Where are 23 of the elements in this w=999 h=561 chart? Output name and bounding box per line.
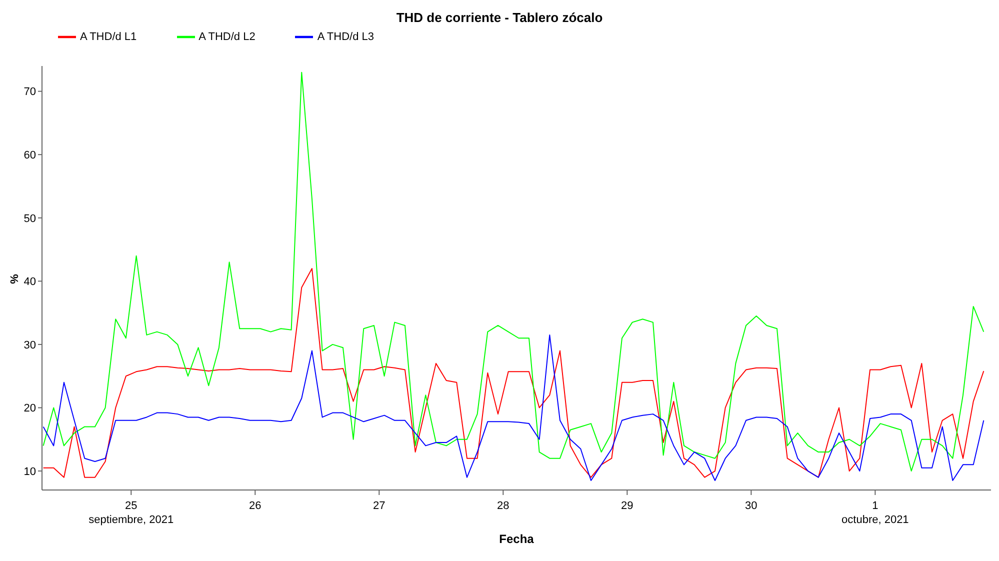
x-tick-label: 30 — [745, 500, 758, 512]
legend-label: A THD/d L2 — [198, 30, 256, 43]
y-axis-title: % — [9, 273, 21, 286]
x-tick-label: 27 — [373, 500, 386, 512]
x-tick-label: 29 — [621, 500, 634, 512]
y-tick-label: 10 — [24, 466, 36, 478]
line-series — [42, 268, 984, 478]
chart-title: THD de corriente - Tablero zócalo — [395, 10, 604, 25]
y-tick-label: 50 — [24, 212, 36, 225]
y-tick-label: 60 — [24, 150, 36, 162]
x-tick-label: 28 — [497, 500, 510, 512]
line-series — [42, 72, 984, 472]
line-series — [42, 334, 984, 482]
x-tick-label: 26 — [249, 500, 262, 512]
y-tick-label: 40 — [24, 276, 36, 288]
y-tick-label: 70 — [24, 86, 36, 98]
legend-label: A THD/d L1 — [80, 30, 137, 43]
y-tick-label: 30 — [24, 339, 36, 352]
x-tick-label: 25 septiembre, 2021 — [88, 500, 174, 526]
y-tick-label: 20 — [24, 402, 36, 415]
x-axis-title: Fecha — [498, 532, 535, 546]
legend-label: A THD/d L3 — [317, 30, 374, 43]
x-tick-label: 1 octubre, 2021 — [842, 500, 909, 526]
